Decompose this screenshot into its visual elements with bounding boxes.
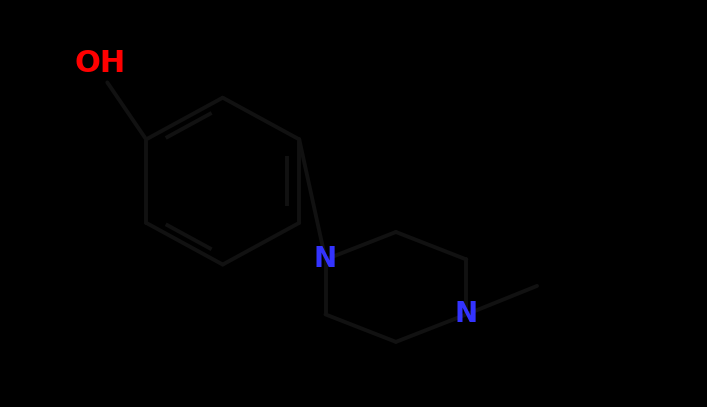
Text: OH: OH bbox=[75, 49, 126, 78]
Text: N: N bbox=[314, 245, 337, 274]
Text: N: N bbox=[455, 300, 478, 328]
